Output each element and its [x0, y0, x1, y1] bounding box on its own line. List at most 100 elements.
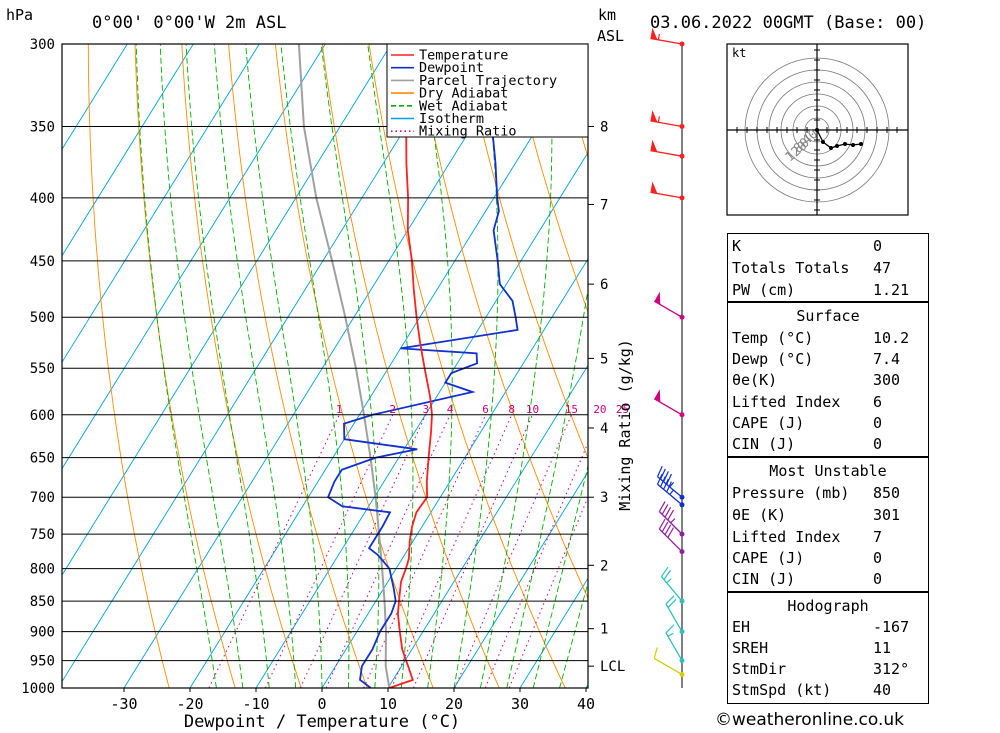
wet-adiabat-line [532, 464, 588, 688]
wind-barb [665, 595, 685, 635]
height-tick-label: 3 [600, 490, 608, 506]
mixing-ratio-tick-label: 1 [336, 403, 343, 416]
legend-entry: Isotherm [419, 111, 484, 127]
surface-panel: Surface Temp (°C) 10.2 Dewp (°C) 7.4 θe(K)… [727, 302, 929, 457]
hodograph-point [821, 140, 825, 144]
wind-barb-flag [660, 566, 669, 577]
wind-barb-halfflag [666, 578, 672, 584]
pressure-tick-label: 650 [30, 451, 55, 467]
wind-barb-pennant [654, 389, 661, 403]
wind-barb-staff [660, 576, 683, 602]
wind-barb-flag [653, 647, 658, 659]
pressure-tick-label: 900 [30, 625, 55, 641]
pressure-tick-label: 700 [30, 490, 55, 506]
mixing-ratio-axis-label: Mixing Ratio (g/kg) [616, 339, 634, 511]
temperature-tick-label: 0 [317, 695, 326, 713]
wind-barb [658, 518, 685, 555]
height-tick-label: 4 [600, 421, 608, 437]
pressure-tick-label: 750 [30, 527, 55, 543]
isotherm-line [255, 151, 588, 688]
wet-adiabat-line [185, 44, 270, 688]
wet-adiabat-line [479, 44, 553, 688]
height-tick-label: 1 [600, 622, 608, 638]
wet-adiabat-line [213, 44, 297, 688]
legend-entry: Wet Adiabat [419, 98, 508, 114]
mu-row: CAPE (J) 0 [732, 549, 883, 567]
legend-entry: Dry Adiabat [419, 86, 508, 102]
hodograph-point [835, 144, 839, 148]
isotherm-line [62, 44, 260, 364]
wet-adiabat-line [421, 44, 453, 688]
wet-adiabat-line [453, 44, 499, 688]
wind-barb-pennant [650, 181, 658, 194]
wind-barb-staff [653, 398, 683, 416]
pressure-tick-label: 350 [30, 119, 55, 135]
height-tick-label: 7 [600, 198, 608, 214]
wind-barb [653, 647, 685, 677]
wind-barb-flag [656, 473, 663, 485]
dry-adiabat-line [977, 44, 1000, 688]
hodograph-title: Hodograph [787, 597, 869, 615]
wind-barb-halfflag [657, 33, 660, 40]
wind-barb-flag [663, 471, 669, 483]
dry-adiabat-line [87, 44, 170, 688]
wind-barb [658, 501, 685, 537]
wind-barb-pennant [654, 291, 661, 305]
surface-row: CIN (J) 0 [732, 435, 883, 453]
surface-row: CAPE (J) 0 [732, 414, 883, 432]
wind-barb-staff [665, 632, 683, 661]
surface-row: θe(K) 300 [732, 371, 901, 389]
wind-barb-staff [650, 37, 683, 45]
wind-barb-flag [660, 476, 666, 488]
wind-barb-flag [663, 569, 671, 580]
height-tick-label: LCL [600, 659, 625, 675]
height-tick-label: 6 [600, 277, 608, 293]
pressure-tick-label: 950 [30, 654, 55, 670]
wet-adiabat-line [280, 44, 350, 688]
mixing-ratio-tick-label: 25 [616, 403, 629, 416]
surface-row: Lifted Index 6 [732, 393, 883, 411]
wind-barb-halfflag [657, 116, 660, 123]
wind-barb-halfflag [670, 518, 676, 524]
most-unstable-title: Most Unstable [769, 462, 887, 480]
pressure-tick-label: 300 [30, 37, 55, 53]
temperature-line [389, 44, 433, 688]
wind-barb-flag [666, 473, 672, 485]
wind-barb [650, 139, 685, 159]
wet-adiabat-line [320, 44, 380, 688]
pressure-tick-label: 550 [30, 361, 55, 377]
x-axis-label: Dewpoint / Temperature (°C) [184, 712, 460, 732]
surface-title: Surface [796, 307, 860, 325]
credit-text[interactable]: ©weatheronline.co.uk [715, 710, 905, 730]
wind-barb-flag [663, 478, 669, 490]
wind-barb [665, 624, 685, 664]
hodograph-panel: Hodograph EH -167 SREH 11 StmDir 312° StmSp… [727, 592, 929, 704]
wind-barb-flag [667, 509, 675, 521]
dry-adiabat-line [508, 44, 588, 314]
wind-barb [650, 110, 685, 129]
isotherm-line [453, 471, 588, 688]
mixing-ratio-tick-label: 15 [565, 403, 578, 416]
legend-entry: Parcel Trajectory [419, 73, 557, 89]
datetime-title: 03.06.2022 00GMT (Base: 00) [650, 13, 926, 33]
height-tick-label: 8 [600, 119, 608, 135]
isotherm-line [519, 577, 588, 688]
mixing-ratio-line [264, 414, 394, 688]
pressure-tick-label: 800 [30, 562, 55, 578]
wind-barb-flag [656, 466, 663, 477]
wind-barb-staff [650, 149, 683, 157]
wind-barb-flag [667, 527, 675, 538]
mu-row: CIN (J) 0 [732, 570, 883, 588]
isotherm-line [189, 45, 588, 688]
isotherm-line [62, 44, 458, 683]
wet-adiabat-line [506, 286, 588, 688]
temperature-tick-label: 40 [577, 695, 595, 713]
dry-adiabat-line [134, 44, 236, 688]
wind-barb-staff [653, 657, 683, 676]
wind-barb-flag [666, 481, 672, 493]
hodograph-point [829, 146, 833, 150]
hodograph-point [815, 128, 819, 132]
wind-barb-staff [650, 120, 683, 128]
wind-barb [656, 466, 685, 500]
hodo-row: StmSpd (kt) 40 [732, 681, 892, 699]
